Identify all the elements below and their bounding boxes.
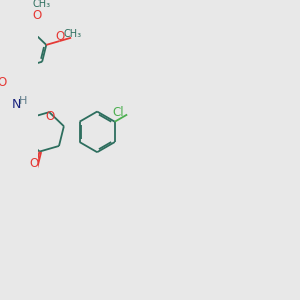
Text: O: O <box>32 9 42 22</box>
Text: N: N <box>11 98 21 111</box>
Text: O: O <box>30 157 39 170</box>
Text: O: O <box>0 76 7 89</box>
Text: CH₃: CH₃ <box>32 0 50 9</box>
Text: CH₃: CH₃ <box>63 29 81 39</box>
Text: O: O <box>55 30 64 44</box>
Text: Cl: Cl <box>113 106 124 119</box>
Text: O: O <box>46 110 55 123</box>
Text: H: H <box>19 96 27 106</box>
